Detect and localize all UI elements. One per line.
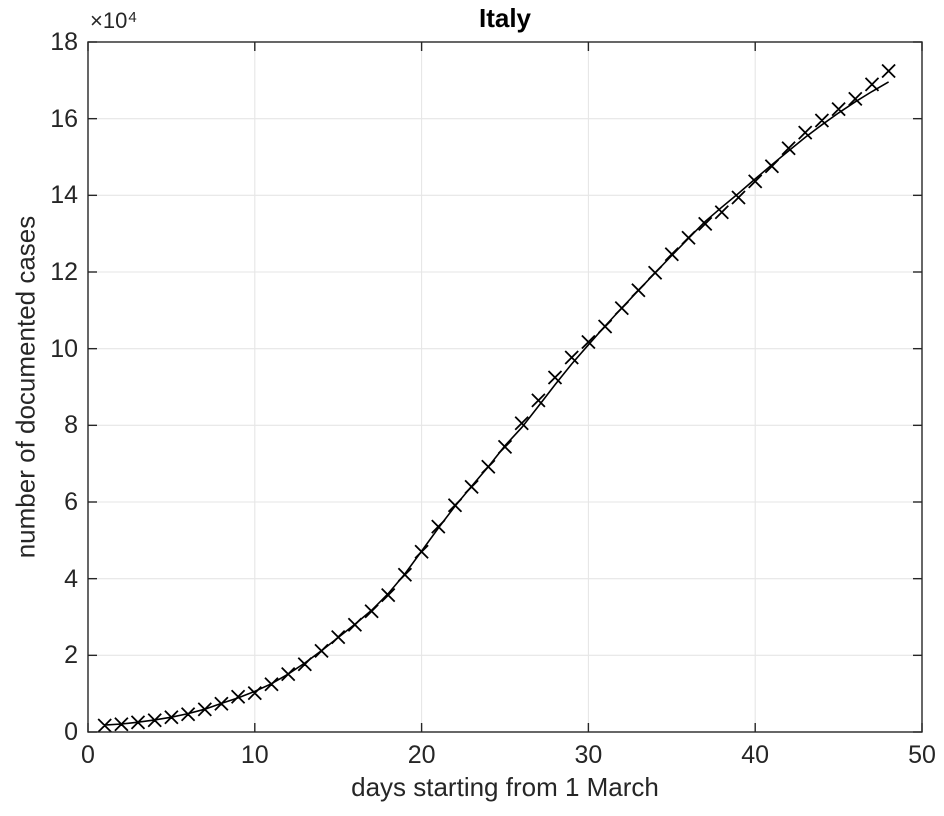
y-tick-label: 6 <box>64 488 78 516</box>
data-markers <box>97 63 896 733</box>
y-tick-label: 12 <box>50 258 78 286</box>
y-tick-label: 0 <box>64 718 78 746</box>
y-axis-multiplier-base: ×10 <box>90 8 128 33</box>
gridlines <box>88 42 922 732</box>
y-tick-label: 8 <box>64 411 78 440</box>
x-tick-label: 40 <box>741 741 770 769</box>
axis-ticks <box>87 41 923 733</box>
y-tick-label: 18 <box>50 28 78 56</box>
x-tick-label: 20 <box>407 741 436 769</box>
x-tick-label: 50 <box>908 741 936 769</box>
y-tick-label: 10 <box>50 334 78 363</box>
axes-box <box>87 41 923 733</box>
y-axis-multiplier-exponent: 4 <box>128 9 137 26</box>
chart-title: Italy <box>478 3 532 33</box>
y-tick-label: 14 <box>50 181 78 210</box>
fit-curve-line <box>104 81 890 726</box>
y-axis-multiplier: ×104 <box>90 8 137 34</box>
x-tick-label: 30 <box>574 741 603 769</box>
x-tick-label: 0 <box>81 741 95 769</box>
y-tick-label: 4 <box>64 564 78 593</box>
y-tick-label: 2 <box>64 641 78 670</box>
y-tick-label: 16 <box>50 104 78 133</box>
x-tick-label: 10 <box>240 741 269 769</box>
x-axis-label: days starting from 1 March <box>351 772 659 802</box>
